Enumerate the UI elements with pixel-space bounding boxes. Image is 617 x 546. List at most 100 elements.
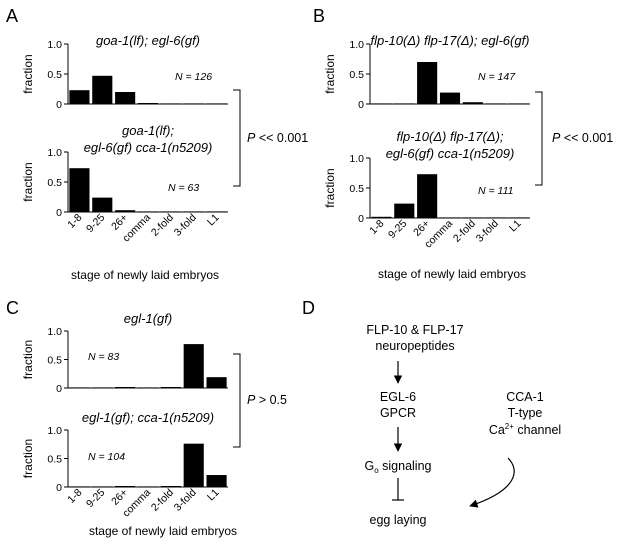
bar-26+ (417, 174, 438, 218)
bar-L1 (206, 211, 227, 212)
bar-3-fold (485, 217, 506, 218)
y-tick-label: 0 (358, 99, 364, 111)
y-tick-label: 1.0 (47, 147, 62, 159)
bar-3-fold (183, 211, 204, 212)
node-egl6-line2: GPCR (380, 406, 416, 420)
y-tick-label: 0 (56, 482, 62, 494)
y-tick-label: 1.0 (349, 39, 364, 51)
x-axis-label-b: stage of newly laid embryos (378, 267, 526, 281)
y-tick-label: 1.0 (47, 39, 62, 51)
chart-title: goa-1(lf); (122, 123, 174, 138)
bar-L1 (206, 475, 227, 487)
chart-title: egl-6(gf) cca-1(n5209) (386, 146, 515, 161)
bar-1-8 (69, 168, 90, 212)
x-tick-label: 1-8 (367, 218, 386, 237)
bar-26+ (115, 92, 136, 104)
y-tick-label: 0 (56, 207, 62, 219)
x-tick-label: 9-25 (84, 212, 107, 235)
bar-26+ (115, 387, 136, 388)
bar-comma (137, 103, 159, 104)
node-egl6-line1: EGL-6 (380, 390, 416, 404)
bar-comma (137, 387, 159, 388)
node-egg-laying: egg laying (370, 513, 427, 527)
bar-3-fold (183, 344, 204, 388)
bar-3-fold (183, 443, 204, 487)
bar-3-fold (485, 103, 506, 104)
y-tick-label: 0.5 (47, 454, 62, 466)
x-tick-label: 1-8 (65, 212, 84, 231)
bar-9-25 (92, 387, 113, 388)
bracket-a (233, 89, 241, 187)
bar-2-fold (160, 486, 181, 487)
x-tick-label: L1 (205, 212, 222, 229)
bar-26+ (115, 486, 136, 487)
arrow-cca-to-egg (469, 457, 515, 508)
p-value-c: P > 0.5 (247, 393, 287, 407)
x-tick-label: 9-25 (386, 218, 409, 241)
y-tick-label: 0.5 (349, 69, 364, 81)
x-tick-label: 2-fold (149, 212, 176, 239)
y-tick-label: 1.0 (349, 153, 364, 165)
bar-2-fold (462, 217, 483, 218)
x-tick-label: 3-fold (172, 487, 199, 514)
y-axis-label: fraction (21, 54, 35, 93)
bar-1-8 (69, 387, 90, 388)
chart-title: flp-10(Δ) flp-17(Δ); egl-6(gf) (370, 33, 529, 48)
bar-26+ (115, 210, 136, 212)
n-label: N = 83 (88, 351, 119, 363)
y-tick-label: 0.5 (47, 177, 62, 189)
bar-2-fold (462, 102, 483, 104)
pathway-diagram: FLP-10 & FLP-17 neuropeptides EGL-6 GPCR… (364, 323, 561, 527)
bar-comma (137, 211, 159, 212)
x-tick-label: 2-fold (149, 487, 176, 514)
x-tick-label: L1 (507, 218, 524, 235)
bracket-c (233, 353, 241, 448)
bar-9-25 (92, 75, 113, 104)
node-flp-line1: FLP-10 & FLP-17 (366, 323, 463, 337)
bar-9-25 (394, 203, 415, 218)
y-tick-label: 0 (56, 99, 62, 111)
y-axis-label: fraction (21, 340, 35, 379)
node-go-signaling: Go signaling (364, 459, 431, 475)
bar-L1 (508, 103, 529, 104)
panel-letter-a: A (6, 6, 18, 26)
bar-1-8 (371, 103, 392, 104)
y-axis-label: fraction (21, 439, 35, 478)
bar-9-25 (92, 486, 113, 487)
chart-b-top: flp-10(Δ) flp-17(Δ); egl-6(gf) 0 0.5 1.0 fra… (323, 33, 530, 111)
x-axis-label-a: stage of newly laid embryos (71, 268, 219, 282)
bar-3-fold (183, 103, 204, 104)
bar-comma (439, 92, 461, 104)
chart-title: goa-1(lf); egl-6(gf) (96, 33, 200, 48)
node-cca-line2: T-type (508, 406, 543, 420)
y-axis-label: fraction (21, 162, 35, 201)
x-tick-label: 1-8 (65, 487, 84, 506)
n-label: N = 147 (478, 71, 516, 83)
bracket-b (535, 91, 543, 186)
bar-L1 (508, 217, 529, 218)
y-tick-label: 0.5 (47, 69, 62, 81)
node-cca-line1: CCA-1 (506, 390, 544, 404)
n-label: N = 104 (88, 451, 125, 463)
n-label: N = 111 (478, 185, 514, 197)
n-label: N = 63 (168, 182, 199, 194)
chart-title: egl-1(gf); cca-1(n5209) (82, 410, 214, 425)
chart-c-bottom: egl-1(gf); cca-1(n5209) 0 0.5 1.0 fraction 1-… (21, 410, 228, 519)
x-tick-label: 3-fold (172, 212, 199, 239)
y-axis-label: fraction (323, 168, 337, 207)
y-tick-label: 0.5 (47, 355, 62, 367)
panel-letter-b: B (313, 6, 325, 26)
chart-a-bottom: goa-1(lf); egl-6(gf) cca-1(n5209) 0 0.5 1.0 f… (21, 123, 228, 244)
n-label: N = 126 (175, 71, 212, 83)
y-tick-label: 0 (358, 213, 364, 225)
p-value-b: P << 0.001 (552, 131, 613, 145)
bar-26+ (417, 62, 438, 104)
x-tick-label: 9-25 (84, 487, 107, 510)
x-tick-label: 3-fold (474, 218, 501, 245)
bar-L1 (206, 377, 227, 388)
node-flp-line2: neuropeptides (375, 339, 454, 353)
p-value-a: P << 0.001 (247, 131, 308, 145)
y-tick-label: 0.5 (349, 183, 364, 195)
bar-comma (439, 217, 461, 218)
y-tick-label: 1.0 (47, 425, 62, 437)
